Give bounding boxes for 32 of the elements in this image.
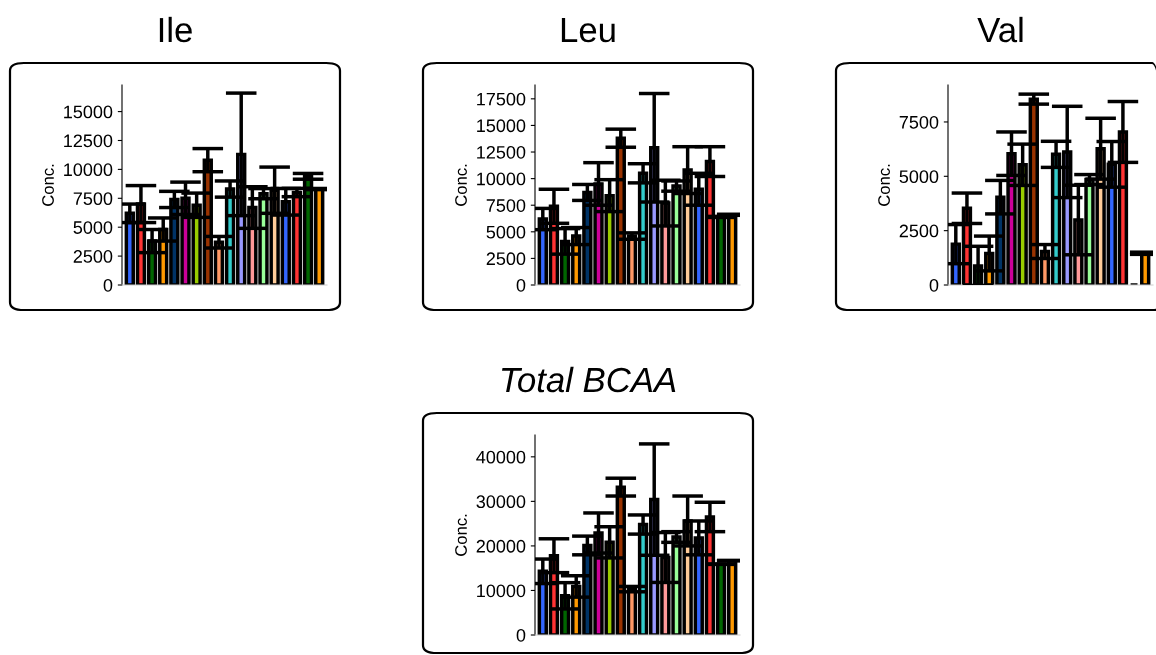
y-tick-label: 10000 <box>477 172 526 186</box>
y-axis-title: Conc. <box>42 164 54 206</box>
y-tick-label: 0 <box>103 278 113 292</box>
y-tick-label: 2500 <box>486 252 526 266</box>
chart-title: Leu <box>561 18 615 43</box>
y-axis-title: Conc. <box>878 164 890 206</box>
chart-title: Val <box>977 16 1023 43</box>
y-tick-label: 7500 <box>73 192 113 206</box>
y-tick-label: 2500 <box>899 224 939 238</box>
chart-title: Total BCAA <box>502 366 676 393</box>
y-tick-label: 0 <box>929 278 939 292</box>
y-tick-label: 12500 <box>477 145 526 159</box>
y-tick-label: 2500 <box>73 250 113 263</box>
y-tick-label: 0 <box>516 278 526 292</box>
y-tick-label: 10000 <box>477 584 526 598</box>
y-tick-label: 5000 <box>73 221 113 234</box>
y-tick-label: 15000 <box>64 105 113 119</box>
y-tick-label: 0 <box>516 628 526 642</box>
chart-title: Ile <box>159 16 192 43</box>
y-tick-label: 20000 <box>476 539 526 553</box>
y-tick-label: 15000 <box>477 119 526 133</box>
y-tick-label: 7500 <box>486 199 526 212</box>
y-tick-label: 40000 <box>476 450 526 464</box>
y-tick-label: 12500 <box>64 134 113 148</box>
y-tick-label: 7500 <box>899 115 939 129</box>
y-axis-title: Conc. <box>455 164 467 206</box>
y-axis-title: Conc. <box>455 514 467 556</box>
y-tick-label: 5000 <box>899 170 939 184</box>
y-tick-label: 30000 <box>476 495 526 509</box>
y-tick-label: 5000 <box>486 225 526 239</box>
y-tick-label: 17500 <box>477 92 526 106</box>
y-tick-label: 10000 <box>64 163 113 177</box>
